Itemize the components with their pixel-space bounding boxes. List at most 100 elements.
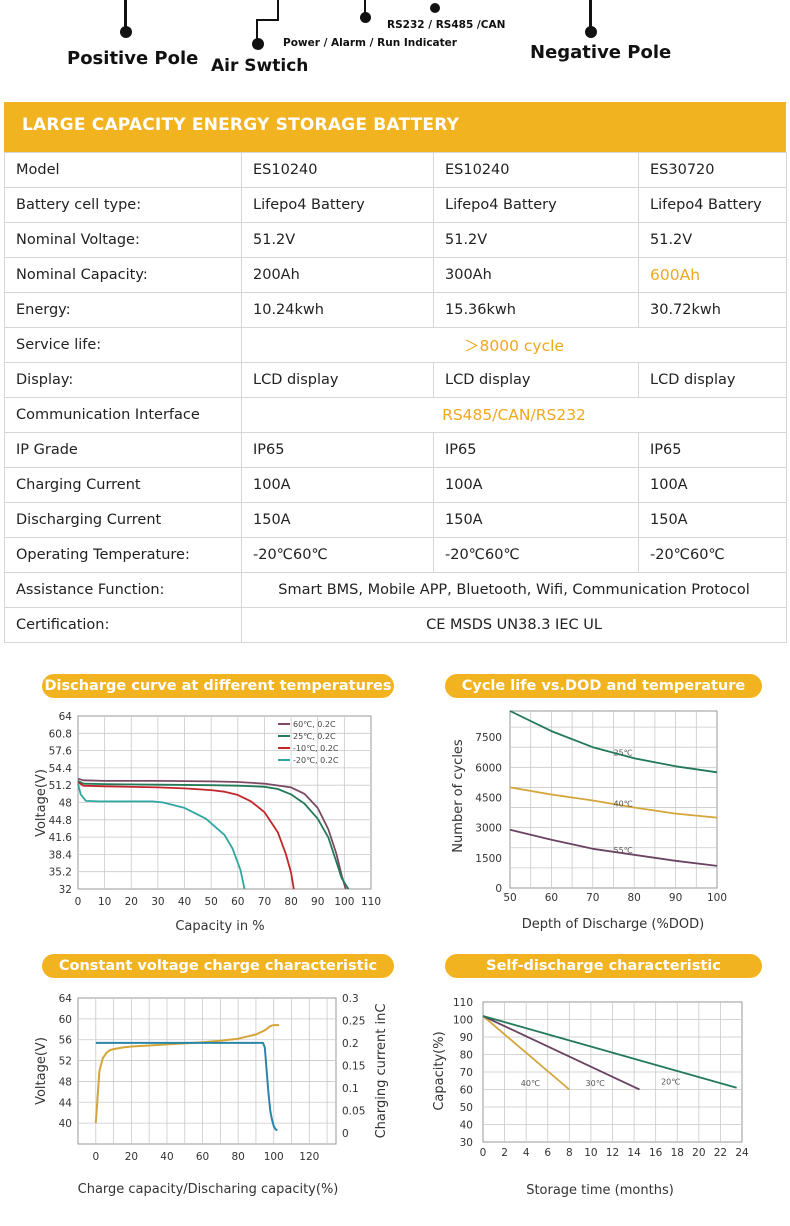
x-tick-label: 30 — [151, 896, 164, 908]
spec-merged-value: ＞8000 cycle — [241, 327, 787, 363]
x-tick-label: 10 — [98, 896, 111, 908]
y-tick-label: 30 — [460, 1137, 473, 1149]
y2-tick-label: 0.1 — [342, 1083, 359, 1095]
spec-label: Communication Interface — [4, 397, 242, 433]
y-tick-label: 38.4 — [49, 849, 73, 861]
series-line — [482, 1015, 640, 1091]
spec-row: Communication Interface RS485/CAN/RS232 — [4, 397, 787, 433]
y-tick-label: 3000 — [475, 823, 502, 835]
legend-label: 25℃, 0.2C — [293, 732, 336, 741]
air-switch-label: Air Swtich — [211, 56, 309, 76]
y-axis-label: Voltage(V) — [34, 769, 49, 837]
spec-label: Nominal Voltage: — [4, 222, 242, 258]
spec-value: 150A — [638, 502, 787, 538]
spec-value: 30.72kwh — [638, 292, 787, 328]
x-tick-label: 70 — [586, 892, 599, 904]
spec-value: ES30720 — [638, 152, 787, 188]
spec-merged-value: Smart BMS, Mobile APP, Bluetooth, Wifi, … — [241, 572, 787, 608]
spec-row: Energy: 10.24kwh 15.36kwh 30.72kwh — [4, 292, 787, 328]
x-tick-label: 12 — [606, 1147, 619, 1159]
spec-label: Battery cell type: — [4, 187, 242, 223]
discharge-curve-plot: 0 10 20 30 40 50 60 70 80 90 100 110 64 60.8 57.6 54.4 5… — [34, 711, 381, 934]
spec-label: Display: — [4, 362, 242, 398]
spec-value: 200Ah — [241, 257, 434, 293]
spec-value: LCD display — [433, 362, 639, 398]
chart-title: Self-discharge characteristic — [445, 954, 762, 978]
spec-value: 51.2V — [241, 222, 434, 258]
x-tick-label: 0 — [480, 1147, 487, 1159]
y-tick-label: 0 — [495, 883, 502, 895]
y-tick-label: 100 — [453, 1015, 473, 1027]
legend-label: -20℃, 0.2C — [293, 756, 339, 765]
spec-banner-title: LARGE CAPACITY ENERGY STORAGE BATTERY — [22, 115, 460, 135]
spec-value: ES10240 — [433, 152, 639, 188]
x-tick-label: 16 — [649, 1147, 663, 1159]
negative-pole-label: Negative Pole — [530, 42, 672, 63]
series-line — [509, 786, 718, 819]
x-tick-label: 10 — [584, 1147, 597, 1159]
spec-value: 300Ah — [433, 257, 639, 293]
y-tick-label: 90 — [460, 1032, 473, 1044]
series-label: 55℃ — [614, 846, 633, 855]
spec-value: LCD display — [241, 362, 434, 398]
y2-tick-label: 0 — [342, 1128, 349, 1140]
y-tick-label: 32 — [59, 884, 72, 896]
x-tick-label: 100 — [334, 896, 354, 908]
spec-label: Nominal Capacity: — [4, 257, 242, 293]
series-line — [509, 710, 718, 774]
spec-value: Lifepo4 Battery — [638, 187, 787, 223]
spec-row: Nominal Capacity: 200Ah 300Ah 600Ah — [4, 257, 787, 293]
x-axis-label: Charge capacity/Discharing capacity(%) — [78, 1182, 339, 1197]
spec-row: Operating Temperature: -20℃60℃ -20℃60℃ -20℃… — [4, 537, 787, 573]
x-axis-label: Capacity in % — [175, 919, 264, 934]
y-tick-label: 7500 — [475, 732, 502, 744]
x-tick-label: 20 — [125, 896, 138, 908]
series-line — [95, 1041, 278, 1132]
y-tick-label: 57.6 — [49, 746, 73, 758]
spec-label: Model — [4, 152, 242, 188]
spec-value: IP65 — [638, 432, 787, 468]
y-tick-label: 54.4 — [49, 763, 73, 775]
y-tick-label: 80 — [460, 1050, 473, 1062]
y-tick-label: 48 — [59, 1076, 72, 1088]
y-tick-label: 40 — [59, 1118, 72, 1130]
y-tick-label: 50 — [460, 1102, 473, 1114]
spec-value: -20℃60℃ — [433, 537, 639, 573]
spec-banner: LARGE CAPACITY ENERGY STORAGE BATTERY — [4, 102, 786, 152]
y-tick-label: 52 — [59, 1056, 72, 1068]
y-tick-label: 60.8 — [49, 728, 72, 740]
x-tick-label: 60 — [231, 896, 244, 908]
x-tick-label: 80 — [284, 896, 297, 908]
x-tick-label: 80 — [628, 892, 641, 904]
y2-axis-label: Charging current inC — [374, 1004, 389, 1139]
x-tick-label: 50 — [503, 892, 516, 904]
spec-merged-value: RS485/CAN/RS232 — [241, 397, 787, 433]
spec-value: Lifepo4 Battery — [241, 187, 434, 223]
series-line — [77, 783, 246, 890]
plot-area — [77, 997, 337, 1145]
spec-row: Service life: ＞8000 cycle — [4, 327, 787, 363]
x-tick-label: 24 — [735, 1147, 749, 1159]
x-tick-label: 22 — [714, 1147, 727, 1159]
x-tick-label: 90 — [669, 892, 682, 904]
cycle-life-chart: Cycle life vs.DOD and temperature 50 60 70… — [395, 668, 790, 943]
series-line — [77, 777, 347, 890]
indicator-label: Power / Alarm / Run Indicater — [283, 37, 457, 49]
y-axis-label: Number of cycles — [451, 739, 466, 853]
spec-value: 100A — [241, 467, 434, 503]
spec-label: Operating Temperature: — [4, 537, 242, 573]
spec-value: 51.2V — [638, 222, 787, 258]
spec-value: ES10240 — [241, 152, 434, 188]
self-discharge-plot: 0 2 4 6 8 10 12 14 16 18 20 22 241101009080706050403… — [432, 997, 749, 1198]
y2-tick-label: 0.25 — [342, 1015, 365, 1027]
x-tick-label: 20 — [125, 1151, 138, 1163]
self-discharge-chart: Self-discharge characteristic 0 2 4 6 8 10 12 1… — [395, 949, 790, 1226]
y-axis-label: Capacity(%) — [432, 1031, 447, 1110]
y-tick-label: 41.6 — [49, 832, 73, 844]
spec-value: 100A — [638, 467, 787, 503]
y-tick-label: 56 — [59, 1035, 73, 1047]
spec-label: Service life: — [4, 327, 242, 363]
spec-value: Lifepo4 Battery — [433, 187, 639, 223]
spec-row: Certification: CE MSDS UN38.3 IEC UL — [4, 607, 787, 643]
series-line — [77, 781, 295, 890]
